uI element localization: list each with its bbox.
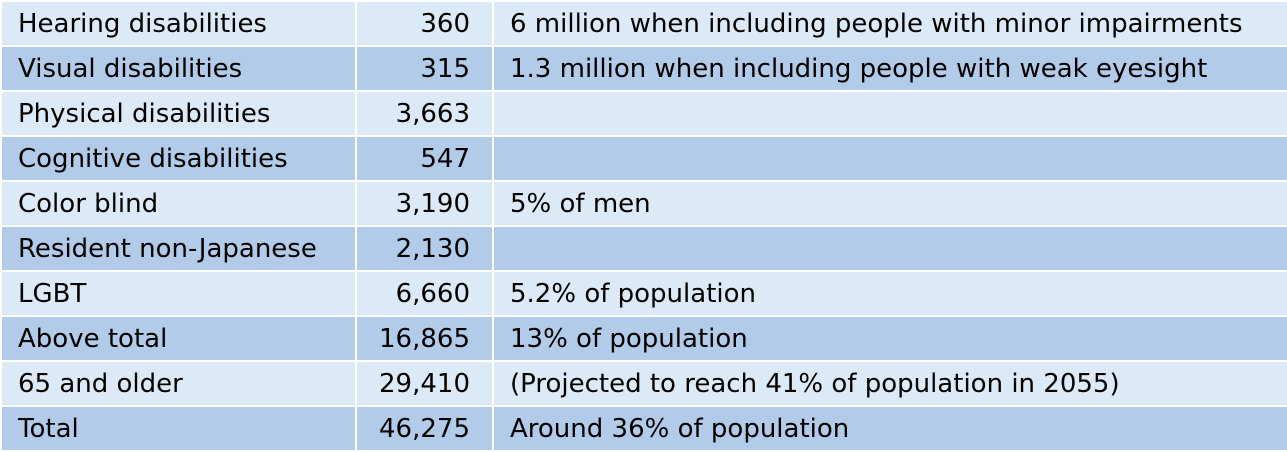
- row-value: 2,130: [355, 225, 494, 272]
- row-label: LGBT: [0, 270, 357, 317]
- row-value: 46,275: [355, 405, 494, 452]
- row-note: [492, 135, 1287, 182]
- row-value: 360: [355, 0, 494, 47]
- row-value: 3,190: [355, 180, 494, 227]
- table-row: Color blind 3,190 5% of men: [0, 180, 1287, 227]
- row-note: Around 36% of population: [492, 405, 1287, 452]
- row-label: 65 and older: [0, 360, 357, 407]
- row-note: (Projected to reach 41% of population in…: [492, 360, 1287, 407]
- row-note: 1.3 million when including people with w…: [492, 45, 1287, 92]
- table-row: Above total 16,865 13% of population: [0, 315, 1287, 362]
- row-note: 13% of population: [492, 315, 1287, 362]
- row-label: Total: [0, 405, 357, 452]
- table-row: Total 46,275 Around 36% of population: [0, 405, 1287, 452]
- row-label: Cognitive disabilities: [0, 135, 357, 182]
- row-value: 547: [355, 135, 494, 182]
- row-value: 16,865: [355, 315, 494, 362]
- row-label: Visual disabilities: [0, 45, 357, 92]
- table-row: Hearing disabilities 360 6 million when …: [0, 0, 1287, 47]
- row-note: 5% of men: [492, 180, 1287, 227]
- table-row: LGBT 6,660 5.2% of population: [0, 270, 1287, 317]
- row-label: Physical disabilities: [0, 90, 357, 137]
- table-row: Visual disabilities 315 1.3 million when…: [0, 45, 1287, 92]
- table-row: Resident non-Japanese 2,130: [0, 225, 1287, 272]
- row-note: 5.2% of population: [492, 270, 1287, 317]
- row-note: 6 million when including people with min…: [492, 0, 1287, 47]
- row-note: [492, 225, 1287, 272]
- table-row: Physical disabilities 3,663: [0, 90, 1287, 137]
- row-label: Above total: [0, 315, 357, 362]
- row-note: [492, 90, 1287, 137]
- table-row: Cognitive disabilities 547: [0, 135, 1287, 182]
- table-row: 65 and older 29,410 (Projected to reach …: [0, 360, 1287, 407]
- row-value: 3,663: [355, 90, 494, 137]
- row-value: 29,410: [355, 360, 494, 407]
- row-label: Resident non-Japanese: [0, 225, 357, 272]
- row-label: Color blind: [0, 180, 357, 227]
- row-label: Hearing disabilities: [0, 0, 357, 47]
- row-value: 6,660: [355, 270, 494, 317]
- row-value: 315: [355, 45, 494, 92]
